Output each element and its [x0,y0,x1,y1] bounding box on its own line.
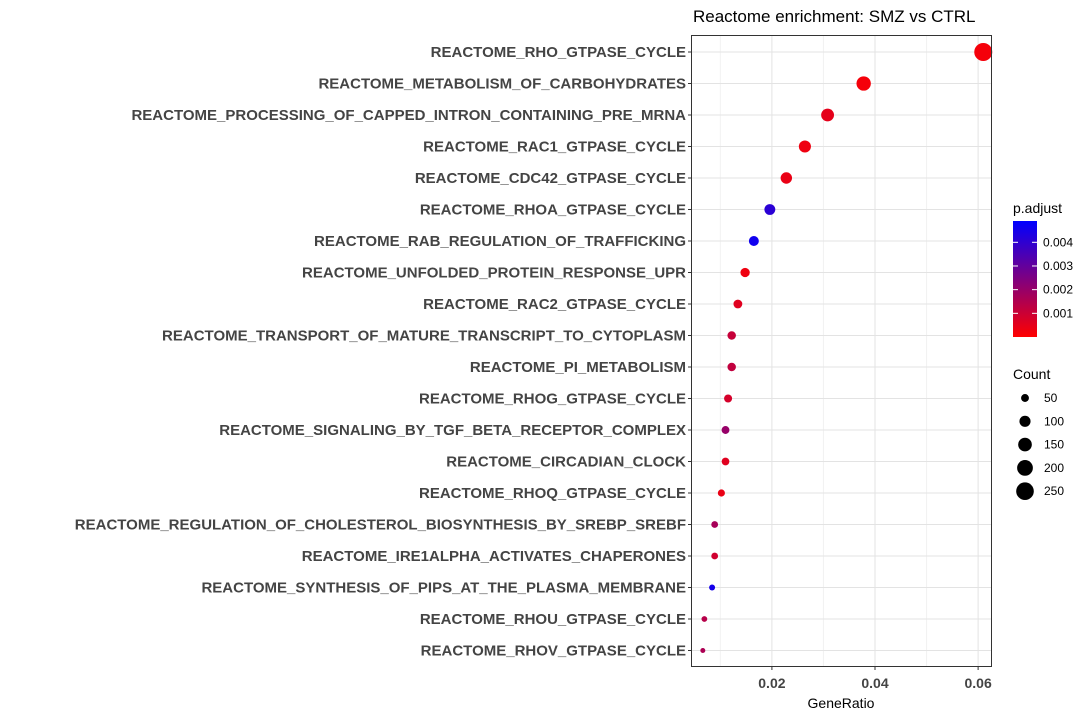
category-label: REACTOME_IRE1ALPHA_ACTIVATES_CHAPERONES [302,548,686,565]
size-legend-label: 200 [1044,461,1064,475]
color-legend-title: p.adjust [1013,200,1062,216]
data-point [709,584,716,591]
category-label: REACTOME_RHOQ_GTPASE_CYCLE [419,485,686,502]
category-label: REACTOME_RHOU_GTPASE_CYCLE [420,611,686,628]
plot-panel-background [692,36,991,666]
data-point [748,236,759,246]
category-label: REACTOME_RHOG_GTPASE_CYCLE [419,391,686,408]
category-label: REACTOME_RAB_REGULATION_OF_TRAFFICKING [314,233,686,250]
color-legend-label: 0.002 [1043,283,1073,297]
size-legend-label: 50 [1044,391,1058,405]
category-label: REACTOME_RHO_GTPASE_CYCLE [431,44,686,61]
data-point [711,521,719,528]
size-legend-label: 100 [1044,414,1064,428]
category-label: REACTOME_PI_METABOLISM [470,359,686,376]
category-labels: REACTOME_RHO_GTPASE_CYCLE REACTOME_METABO… [75,44,692,660]
data-point [764,204,776,215]
x-axis-title: GeneRatio [808,695,875,711]
grid-lines [692,36,991,666]
data-point [798,140,811,153]
category-label: REACTOME_TRANSPORT_OF_MATURE_TRANSCRIPT_… [162,328,686,345]
category-label: REACTOME_REGULATION_OF_CHOLESTEROL_BIOSY… [75,517,686,534]
data-point [721,457,730,466]
color-legend-label: 0.003 [1043,259,1073,273]
size-legend-dot [1016,482,1034,501]
category-label: REACTOME_CIRCADIAN_CLOCK [446,454,686,471]
x-tick-label: 0.02 [758,675,785,691]
size-legend-title: Count [1013,366,1050,382]
data-point [711,552,719,560]
size-legend-dot [1017,460,1033,476]
data-points [700,42,993,653]
category-label: REACTOME_SYNTHESIS_OF_PIPS_AT_THE_PLASMA… [201,580,686,597]
category-label: REACTOME_RAC2_GTPASE_CYCLE [423,296,686,313]
category-label: REACTOME_UNFOLDED_PROTEIN_RESPONSE_UPR [302,265,686,282]
data-point [701,616,708,622]
category-label: REACTOME_PROCESSING_OF_CAPPED_INTRON_CON… [131,107,686,124]
data-point [740,267,750,278]
size-legend-dot [1021,394,1029,402]
data-point [700,648,706,653]
data-point [727,362,736,372]
color-legend-label: 0.004 [1043,235,1073,249]
size-legend-label: 250 [1044,484,1064,498]
x-tick-label: 0.04 [861,675,888,691]
chart-title: Reactome enrichment: SMZ vs CTRL [693,7,975,26]
category-label: REACTOME_RHOV_GTPASE_CYCLE [421,643,686,660]
color-legend: p.adjust 0.001 0.002 0.003 0.004 [1013,200,1073,337]
category-label: REACTOME_METABOLISM_OF_CARBOHYDRATES [318,76,686,93]
data-point [780,172,793,184]
size-legend-dot [1018,437,1032,452]
plot-panel-border [691,35,992,667]
data-point [724,394,733,403]
category-label: REACTOME_RAC1_GTPASE_CYCLE [423,139,686,156]
data-point [733,299,743,309]
category-label: REACTOME_RHOA_GTPASE_CYCLE [420,202,686,219]
data-point [721,426,730,434]
size-legend-dot [1019,415,1031,427]
size-legend-label: 150 [1044,438,1064,452]
data-point [727,331,736,340]
color-legend-bar [1013,221,1037,337]
color-legend-label: 0.001 [1043,306,1073,320]
data-point [717,489,725,497]
category-label: REACTOME_CDC42_GTPASE_CYCLE [415,170,686,187]
size-legend: Count 50 100 150 200 250 [1013,366,1064,501]
data-point [974,42,993,62]
x-axis: 0.02 0.04 0.06 [758,666,992,691]
x-tick-label: 0.06 [964,675,991,691]
data-point [856,76,871,91]
data-point [821,108,835,122]
category-label: REACTOME_SIGNALING_BY_TGF_BETA_RECEPTOR_… [219,422,686,439]
